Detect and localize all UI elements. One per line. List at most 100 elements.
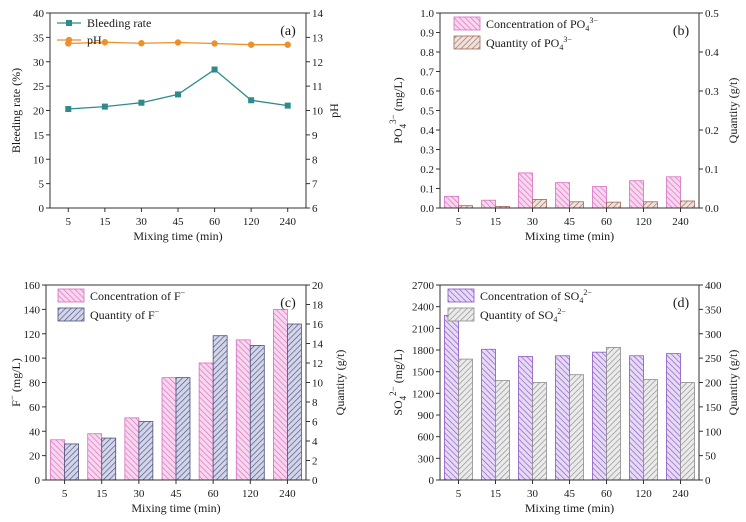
bar-series-1 <box>481 199 496 209</box>
y-tick-label-right: 2 <box>312 456 318 468</box>
x-tick-label: 15 <box>99 216 111 228</box>
y-tick-label-left: 0.8 <box>420 47 434 59</box>
panel-label: (c) <box>280 296 296 311</box>
y-tick-label-left: 0.0 <box>420 203 434 215</box>
data-point-bleeding-rate <box>138 99 145 106</box>
y-tick-label-left: 10 <box>33 154 45 166</box>
data-point-ph <box>247 41 255 48</box>
y-tick-label-left: 1800 <box>412 345 435 357</box>
x-tick-label: 45 <box>564 216 576 228</box>
x-tick-label: 60 <box>208 488 220 500</box>
y-axis-label-right: Quantity (g/t) <box>726 78 740 144</box>
bar-series-1 <box>629 355 644 481</box>
y-tick-label-right: 14 <box>312 8 324 20</box>
x-tick-label: 120 <box>242 488 259 500</box>
bar-series-1 <box>444 314 459 481</box>
series-line-bleeding-rate <box>68 68 288 110</box>
x-axis-label: Mixing time (min) <box>525 229 614 243</box>
y-axis-label-right: Quantity (g/t) <box>333 350 347 416</box>
y-tick-label-left: 0.3 <box>420 145 434 157</box>
x-tick-label: 5 <box>62 488 68 500</box>
y-tick-label-right: 50 <box>705 451 717 463</box>
y-tick-label-right: 18 <box>312 300 324 312</box>
y-tick-label-left: 1.0 <box>420 8 434 20</box>
x-tick-label: 5 <box>456 216 462 228</box>
panel-a: 5 15 30 45 60 120 240 Mixing time (min) 0 5 10 15 20… <box>9 8 341 243</box>
x-tick-label: 120 <box>243 216 260 228</box>
y-tick-label-right: 8 <box>312 154 318 166</box>
bar-series-1 <box>518 172 533 209</box>
bar-series-2 <box>138 421 154 481</box>
legend-label-main: Concentration of F <box>90 289 181 303</box>
bar-series-1 <box>555 355 570 481</box>
legend: Concentration of PO43−Quantity of PO43− <box>453 16 598 52</box>
x-tick-label: 240 <box>672 488 689 500</box>
legend-label: Concentration of SO42− <box>480 288 592 305</box>
y-tick-label-right: 0.5 <box>705 8 719 20</box>
y-label-sub: 4 <box>398 123 408 128</box>
legend-label: Concentration of PO43− <box>486 16 598 33</box>
legend: Concentration of F−Quantity of F− <box>57 288 186 322</box>
y-tick-label-right: 250 <box>705 353 722 365</box>
legend-label: Bleeding rate <box>87 16 151 30</box>
data-point-bleeding-rate <box>101 103 108 110</box>
panel-label: (a) <box>280 24 296 39</box>
y-tick-label-left: 2100 <box>412 323 435 335</box>
bar-series-2 <box>532 382 547 481</box>
x-tick-label: 60 <box>209 216 221 228</box>
bar-series-1 <box>629 180 644 209</box>
y-label-tail: (mg/L) <box>391 77 405 114</box>
bar-series-2 <box>212 335 228 481</box>
y-tick-label-right: 0.4 <box>705 47 719 59</box>
legend: Concentration of SO42−Quantity of SO42− <box>447 288 592 324</box>
y-tick-label-right: 20 <box>312 280 324 292</box>
bar-series-1 <box>666 353 681 481</box>
panel-d: 5 15 30 45 60 120 240 Mixing time (min) 0 300 600 9… <box>388 280 740 515</box>
y-tick-label-left: 2400 <box>412 302 435 314</box>
y-tick-label-right: 10 <box>312 106 324 118</box>
x-tick-label: 60 <box>601 216 613 228</box>
y-tick-label-left: 1500 <box>412 367 435 379</box>
y-axis-label-right: Quantity (g/t) <box>726 350 740 416</box>
y-tick-label-left: 20 <box>29 451 41 463</box>
y-tick-label-right: 0 <box>705 475 711 487</box>
legend-swatch <box>447 288 475 303</box>
y-tick-label-right: 350 <box>705 304 722 316</box>
bar-series-2 <box>569 374 584 481</box>
data-point-ph <box>174 39 182 46</box>
y-tick-label-right: 100 <box>705 426 722 438</box>
y-tick-label-right: 16 <box>312 319 324 331</box>
x-tick-label: 120 <box>635 216 652 228</box>
data-point-ph <box>211 40 218 47</box>
x-tick-label: 30 <box>136 216 148 228</box>
y-tick-label-left: 0.1 <box>420 184 434 196</box>
bar-series-1 <box>592 351 607 481</box>
y-tick-label-right: 300 <box>705 329 722 341</box>
legend-label-sup: 2− <box>557 307 566 316</box>
y-label-main: F <box>9 400 23 407</box>
legend-label-sub: 4 <box>585 24 589 33</box>
x-tick-label: 5 <box>456 488 462 500</box>
y-tick-label-right: 200 <box>705 378 722 390</box>
y-tick-label-left: 0 <box>35 475 41 487</box>
legend-label-sup: 3− <box>563 35 572 44</box>
x-tick-label: 240 <box>279 216 296 228</box>
bar-series-1 <box>592 186 607 209</box>
y-tick-label-right: 0.0 <box>705 203 719 215</box>
y-tick-label-left: 40 <box>29 426 41 438</box>
bar-series-2 <box>495 380 510 481</box>
y-tick-label-left: 30 <box>33 57 45 69</box>
y-tick-label-left: 160 <box>24 280 41 292</box>
x-tick-label: 30 <box>527 488 539 500</box>
y-tick-label-left: 0 <box>39 203 45 215</box>
y-tick-label-left: 140 <box>24 304 41 316</box>
bar-series-1 <box>555 182 570 209</box>
data-point-ph <box>101 39 109 46</box>
y-tick-label-right: 6 <box>312 203 318 215</box>
legend-label-sup: − <box>181 288 186 297</box>
x-tick-label: 60 <box>601 488 613 500</box>
data-point-bleeding-rate <box>65 106 72 113</box>
y-tick-label-left: 300 <box>418 453 435 465</box>
y-tick-label-left: 120 <box>24 329 41 341</box>
